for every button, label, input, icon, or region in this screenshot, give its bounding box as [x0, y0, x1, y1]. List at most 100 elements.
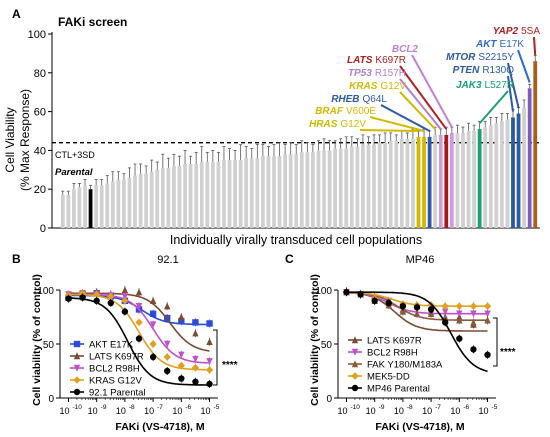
gene-name: TP53 [348, 68, 372, 79]
x-tick-exponent: -8 [407, 404, 413, 411]
annotation-leader [507, 62, 520, 108]
data-point [192, 329, 199, 337]
fit-curve [68, 297, 210, 386]
y-tick-label: 0 [326, 394, 332, 405]
data-point [135, 318, 143, 327]
bar [388, 140, 393, 228]
bar [338, 148, 343, 228]
annotation-leader [507, 75, 514, 112]
bar [522, 107, 526, 228]
series-mp46-parental [343, 288, 491, 373]
bar [294, 154, 299, 228]
data-point [192, 319, 199, 326]
panel-a-ylabel-line2: (% Max Response) [18, 89, 32, 191]
variant-name: Q64L [363, 94, 388, 105]
bar [116, 179, 121, 228]
panel-c-letter: C [285, 252, 294, 266]
data-point [205, 366, 214, 374]
panel-a-annotations: YAP2 5SA AKT E17K BCL2 MTOR S2215Y LATS K697R PTE… [309, 26, 540, 132]
data-point [456, 310, 463, 318]
gene-name: HRAS [309, 119, 338, 130]
annotation-label: MTOR S2215Y [446, 52, 514, 63]
y-tick-label: 50 [43, 340, 55, 351]
data-point [121, 297, 129, 305]
data-point [73, 376, 81, 384]
legend-label: FAK Y180/M183A [367, 360, 443, 371]
legend-label: KRAS G12V [89, 376, 142, 387]
bar [60, 195, 65, 228]
x-tick-exponent: -7 [435, 404, 441, 411]
data-point [65, 295, 72, 302]
bar [127, 177, 132, 228]
bar [483, 127, 488, 228]
annotation-label: JAK3 L527R [456, 80, 514, 91]
y-tick-label: 0 [40, 223, 46, 235]
bar [305, 152, 310, 228]
data-point [93, 297, 100, 304]
y-tick-label: 60 [34, 107, 46, 119]
bar [355, 146, 360, 228]
data-point [371, 297, 378, 304]
panel-a-letter: A [12, 7, 21, 21]
data-point [427, 310, 435, 317]
data-point [149, 310, 157, 317]
bar [99, 185, 104, 228]
data-point [442, 308, 449, 316]
x-tick-exponent: -5 [214, 404, 220, 411]
gene-name: RHEB [331, 94, 359, 105]
x-tick-exponent: -9 [101, 404, 107, 411]
annotation-label: LATS K697R [347, 55, 406, 66]
data-point [343, 288, 350, 296]
bar [361, 144, 365, 228]
x-tick-label: 10 [88, 406, 98, 416]
data-point [484, 351, 491, 358]
y-tick-label: 0 [48, 394, 54, 405]
data-point [149, 340, 157, 348]
bar [422, 136, 426, 228]
bar [166, 167, 171, 228]
bar [516, 113, 521, 228]
bar [144, 173, 149, 228]
variant-name: L527R [485, 80, 514, 91]
panel-a: A FAKi screen Cell Viability (% Max Resp… [3, 7, 540, 247]
data-point [351, 384, 359, 392]
bar [244, 158, 249, 228]
bar [183, 163, 187, 228]
gene-name: KRAS [349, 81, 378, 92]
data-point [206, 358, 213, 365]
data-point [121, 308, 129, 315]
bar [327, 150, 332, 228]
panel-c-title: MP46 [406, 254, 435, 266]
gene-name: BRAF [315, 106, 344, 117]
gene-name: YAP2 [493, 26, 519, 37]
gene-name: PTEN [453, 65, 480, 76]
panel-c-ylabel: Cell viability (% of control) [309, 274, 321, 406]
annotation-label: HRAS G12V [309, 119, 366, 130]
variant-name: G12V [380, 81, 406, 92]
data-point [178, 375, 185, 382]
data-point [470, 346, 477, 353]
bar [333, 148, 338, 228]
x-tick-label: 10 [422, 406, 432, 416]
x-tick-label: 10 [450, 406, 460, 416]
bar [533, 61, 538, 228]
data-point [121, 293, 129, 301]
bar [249, 158, 254, 228]
data-point [455, 302, 464, 310]
x-tick-exponent: -6 [463, 404, 469, 411]
bar [260, 156, 265, 228]
bar [461, 132, 465, 228]
panel-c: C MP46 Cell viability (% of control) FAK… [285, 252, 516, 433]
data-point [442, 313, 449, 321]
y-tick-label: 100 [28, 29, 46, 41]
data-point [164, 340, 171, 348]
bar [411, 138, 415, 228]
bar [416, 136, 421, 228]
data-point [470, 318, 477, 326]
x-tick-exponent: -10 [350, 404, 360, 411]
bar [366, 144, 371, 228]
bar [488, 125, 493, 228]
x-tick-exponent: -8 [129, 404, 135, 411]
